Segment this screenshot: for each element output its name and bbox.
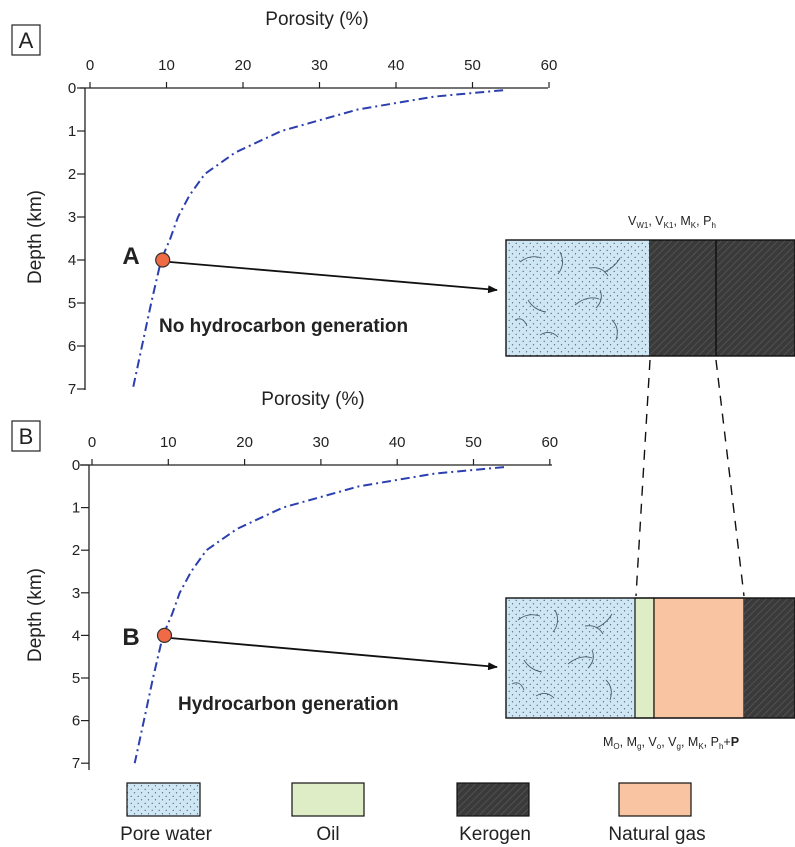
panel-b-caption: Hydrocarbon generation	[178, 694, 399, 715]
panel-b-point-label: B	[122, 624, 139, 651]
panel-b-y-axis-title: Depth (km)	[25, 568, 46, 662]
panel-a-box-formula: VW1, VK1, MK, Ph	[628, 214, 716, 230]
panel-a-caption: No hydrocarbon generation	[159, 316, 408, 337]
panel-b-x-tick-label: 30	[313, 434, 330, 451]
panel-b-x-axis-title: Porosity (%)	[261, 389, 364, 410]
panel-a-kerogen-layer	[649, 240, 795, 356]
panel-b-rock-box	[505, 597, 795, 719]
panel-a-pore-water-layer	[506, 240, 649, 356]
panel-b-y-tick-label: 2	[72, 542, 80, 559]
panel-b-oil-layer	[634, 597, 655, 719]
panel-b-x-tick-label: 40	[389, 434, 406, 451]
panel-a-y-tick-label: 1	[68, 123, 76, 140]
panel-a-point-label: A	[122, 243, 139, 270]
legend-swatch-kerogen	[456, 782, 530, 817]
panel-b-x-tick-label: 0	[88, 434, 96, 451]
panel-b-porosity-curve	[133, 466, 505, 764]
panel-a-x-tick-label: 50	[464, 57, 481, 74]
legend-swatch-natural-gas	[618, 782, 692, 817]
panel-a-rock-box	[505, 239, 795, 357]
panel-b-y-tick-label: 5	[72, 670, 80, 687]
legend-label-kerogen: Kerogen	[459, 824, 531, 845]
panel-a-x-tick-label: 40	[388, 57, 405, 74]
panel-a-x-tick-label: 10	[158, 57, 175, 74]
panel-a-porosity-curve	[131, 89, 504, 390]
panel-b: B Porosity (%) 0 10 20 30 40 50 60 0 1 2 3 4 5 6 7 De…	[11, 389, 795, 772]
panel-b-x-tick-label: 60	[541, 434, 558, 451]
panel-b-depth-point	[156, 627, 173, 644]
panel-a-box-border	[505, 239, 795, 357]
panel-b-y-tick-label: 6	[72, 713, 80, 730]
panel-b-box-formula: MO, Mg, Vo, Vg, MK, Ph+P	[603, 735, 739, 751]
panel-a-x-axis-title: Porosity (%)	[265, 9, 368, 30]
panel-b-box-border	[505, 597, 795, 719]
panel-b-y-tick-label: 4	[72, 627, 80, 644]
panel-b-x-tick-label: 50	[465, 434, 482, 451]
panel-a-x-tick-label: 0	[86, 57, 94, 74]
legend-item-natural-gas: Natural gas	[608, 782, 706, 845]
panel-b-pore-water-layer	[506, 598, 635, 718]
panel-a-axes	[80, 87, 548, 390]
panel-b-y-tick-label: 1	[72, 500, 80, 517]
panel-a-y-tick-label: 5	[68, 295, 76, 312]
panel-a-arrow	[169, 261, 498, 294]
legend-swatch-pore-water	[126, 782, 201, 817]
panel-a-label: A	[19, 28, 34, 53]
panel-a-y-axis-title: Depth (km)	[25, 190, 46, 284]
legend-label-pore-water: Pore water	[120, 824, 213, 845]
connector-left	[635, 359, 651, 597]
panel-a-label-box	[11, 24, 41, 56]
panel-b-label: B	[19, 424, 34, 449]
panel-a-y-tick-label: 6	[68, 338, 76, 355]
panel-a-x-tick-label: 60	[541, 57, 558, 74]
panel-b-x-tick-label: 20	[236, 434, 253, 451]
panel-a: A Porosity (%) 0 10 20 30 40 50 60 0 1 2 3 4 5 6 7 De…	[11, 9, 795, 398]
panel-a-depth-point	[155, 252, 171, 268]
legend-item-oil: Oil	[291, 782, 365, 845]
panel-b-y-tick-label: 0	[72, 457, 80, 474]
panel-a-y-tick-label: 3	[68, 209, 76, 226]
panel-a-y-tick-label: 2	[68, 166, 76, 183]
panel-b-kerogen-layer	[744, 598, 795, 718]
panel-a-x-ticks: 0 10 20 30 40 50 60	[86, 57, 558, 88]
connector-right	[715, 359, 745, 597]
panel-b-y-ticks: 0 1 2 3 4 5 6 7	[72, 457, 89, 772]
panel-a-pore-water-texture	[514, 251, 621, 341]
legend-item-pore-water: Pore water	[120, 782, 213, 845]
legend-label-natural-gas: Natural gas	[608, 824, 705, 845]
panel-b-x-ticks: 0 10 20 30 40 50 60	[88, 434, 558, 465]
panel-a-y-tick-label: 7	[68, 381, 76, 398]
panel-b-y-tick-label: 3	[72, 585, 80, 602]
panel-b-natural-gas-layer	[653, 597, 745, 719]
panel-a-y-ticks: 0 1 2 3 4 5 6 7	[68, 80, 85, 398]
panel-b-label-box	[11, 420, 41, 452]
legend-label-oil: Oil	[316, 824, 339, 845]
panel-b-y-tick-label: 7	[72, 755, 80, 772]
panel-b-axes	[80, 464, 552, 770]
panel-b-pore-water-texture	[511, 609, 613, 701]
legend: Pore water Oil Kerogen Natural gas	[120, 782, 706, 845]
panel-a-y-tick-label: 0	[68, 80, 76, 97]
panel-a-x-tick-label: 30	[311, 57, 328, 74]
panel-a-x-tick-label: 20	[235, 57, 252, 74]
panel-a-y-tick-label: 4	[68, 252, 76, 269]
legend-item-kerogen: Kerogen	[456, 782, 531, 845]
legend-swatch-oil	[291, 782, 365, 817]
panel-b-arrow	[169, 637, 498, 671]
panel-b-x-tick-label: 10	[160, 434, 177, 451]
